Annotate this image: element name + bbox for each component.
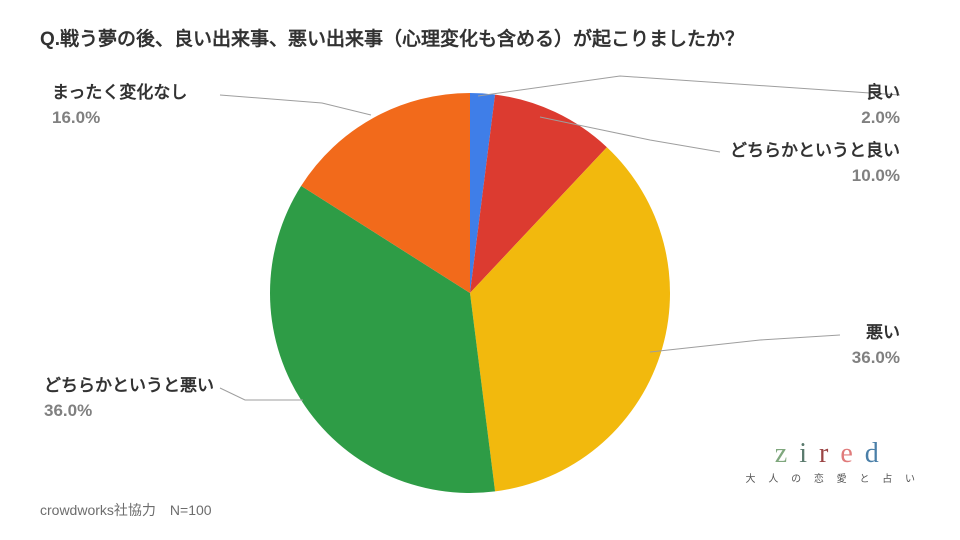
logo-tagline: 大 人 の 恋 愛 と 占 い (746, 470, 920, 485)
logo-letter: r (819, 438, 840, 469)
label-pct: 2.0% (861, 107, 900, 130)
pie-chart (268, 91, 672, 495)
logo-letter: z (775, 438, 799, 469)
label-name: どちらかというと悪い (44, 375, 214, 398)
label-name: まったく変化なし (52, 82, 187, 105)
label-rather_bad: どちらかというと悪い36.0% (44, 375, 214, 423)
label-pct: 16.0% (52, 107, 187, 130)
label-bad: 悪い36.0% (852, 322, 900, 370)
logo-letter: d (865, 438, 891, 469)
label-name: 良い (861, 82, 900, 105)
label-pct: 10.0% (730, 165, 900, 188)
logo-letter: e (840, 438, 864, 469)
label-pct: 36.0% (44, 400, 214, 423)
label-good: 良い2.0% (861, 82, 900, 130)
label-none: まったく変化なし16.0% (52, 82, 187, 130)
brand-logo: zired 大 人 の 恋 愛 と 占 い (746, 438, 920, 485)
label-name: どちらかというと良い (730, 140, 900, 163)
logo-letter: i (799, 438, 819, 469)
label-pct: 36.0% (852, 347, 900, 370)
chart-title: Q.戦う夢の後、良い出来事、悪い出来事（心理変化も含める）が起こりましたか？ (40, 24, 744, 51)
credit-text: crowdworks社協力 N=100 (40, 500, 212, 520)
label-name: 悪い (852, 322, 900, 345)
leader-bad (650, 335, 840, 352)
logo-word: zired (746, 438, 920, 470)
label-rather_good: どちらかというと良い10.0% (730, 140, 900, 188)
